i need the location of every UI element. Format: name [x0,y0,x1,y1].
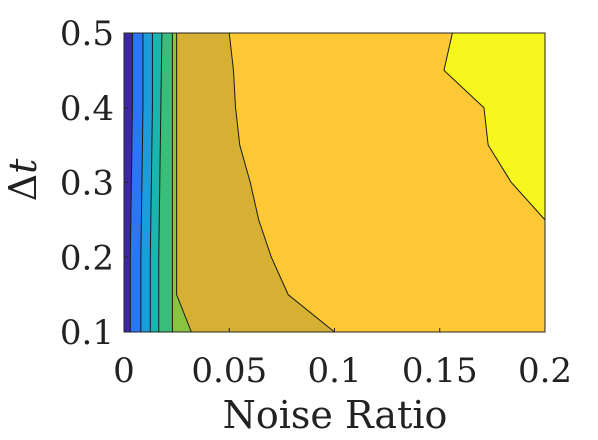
y-tick-label: 0.3 [60,164,114,204]
contour-line-4 [158,32,163,332]
x-axis-label: Noise Ratio [223,393,448,437]
y-tick-label: 0.4 [60,89,114,129]
contour-line-3 [149,33,153,332]
x-tick-label: 0.15 [402,351,478,391]
y-axis-label-symbol: Δ [1,174,45,201]
contour-line-1 [129,33,133,332]
contour-line-7 [228,32,335,333]
y-tick-label: 0.1 [60,313,114,353]
y-tick-label: 0.2 [60,238,114,278]
x-tick-label: 0.2 [518,351,572,391]
y-axis-label-variable: t [1,158,45,174]
y-tick-label: 0.5 [60,14,114,54]
x-tick-label: 0 [113,351,135,391]
x-tick-label: 0.1 [307,351,361,391]
y-axis-label: Δt [1,158,45,201]
plot-area [124,32,546,333]
x-tick-label: 0.05 [191,351,267,391]
contour-line-6 [176,33,192,333]
contour-line-8 [443,32,546,221]
contour-line-2 [140,33,144,332]
x-axis-ticks: 0 0.05 0.1 0.15 0.2 [113,328,572,391]
y-axis-ticks: 0.1 0.2 0.3 0.4 0.5 [60,14,128,353]
